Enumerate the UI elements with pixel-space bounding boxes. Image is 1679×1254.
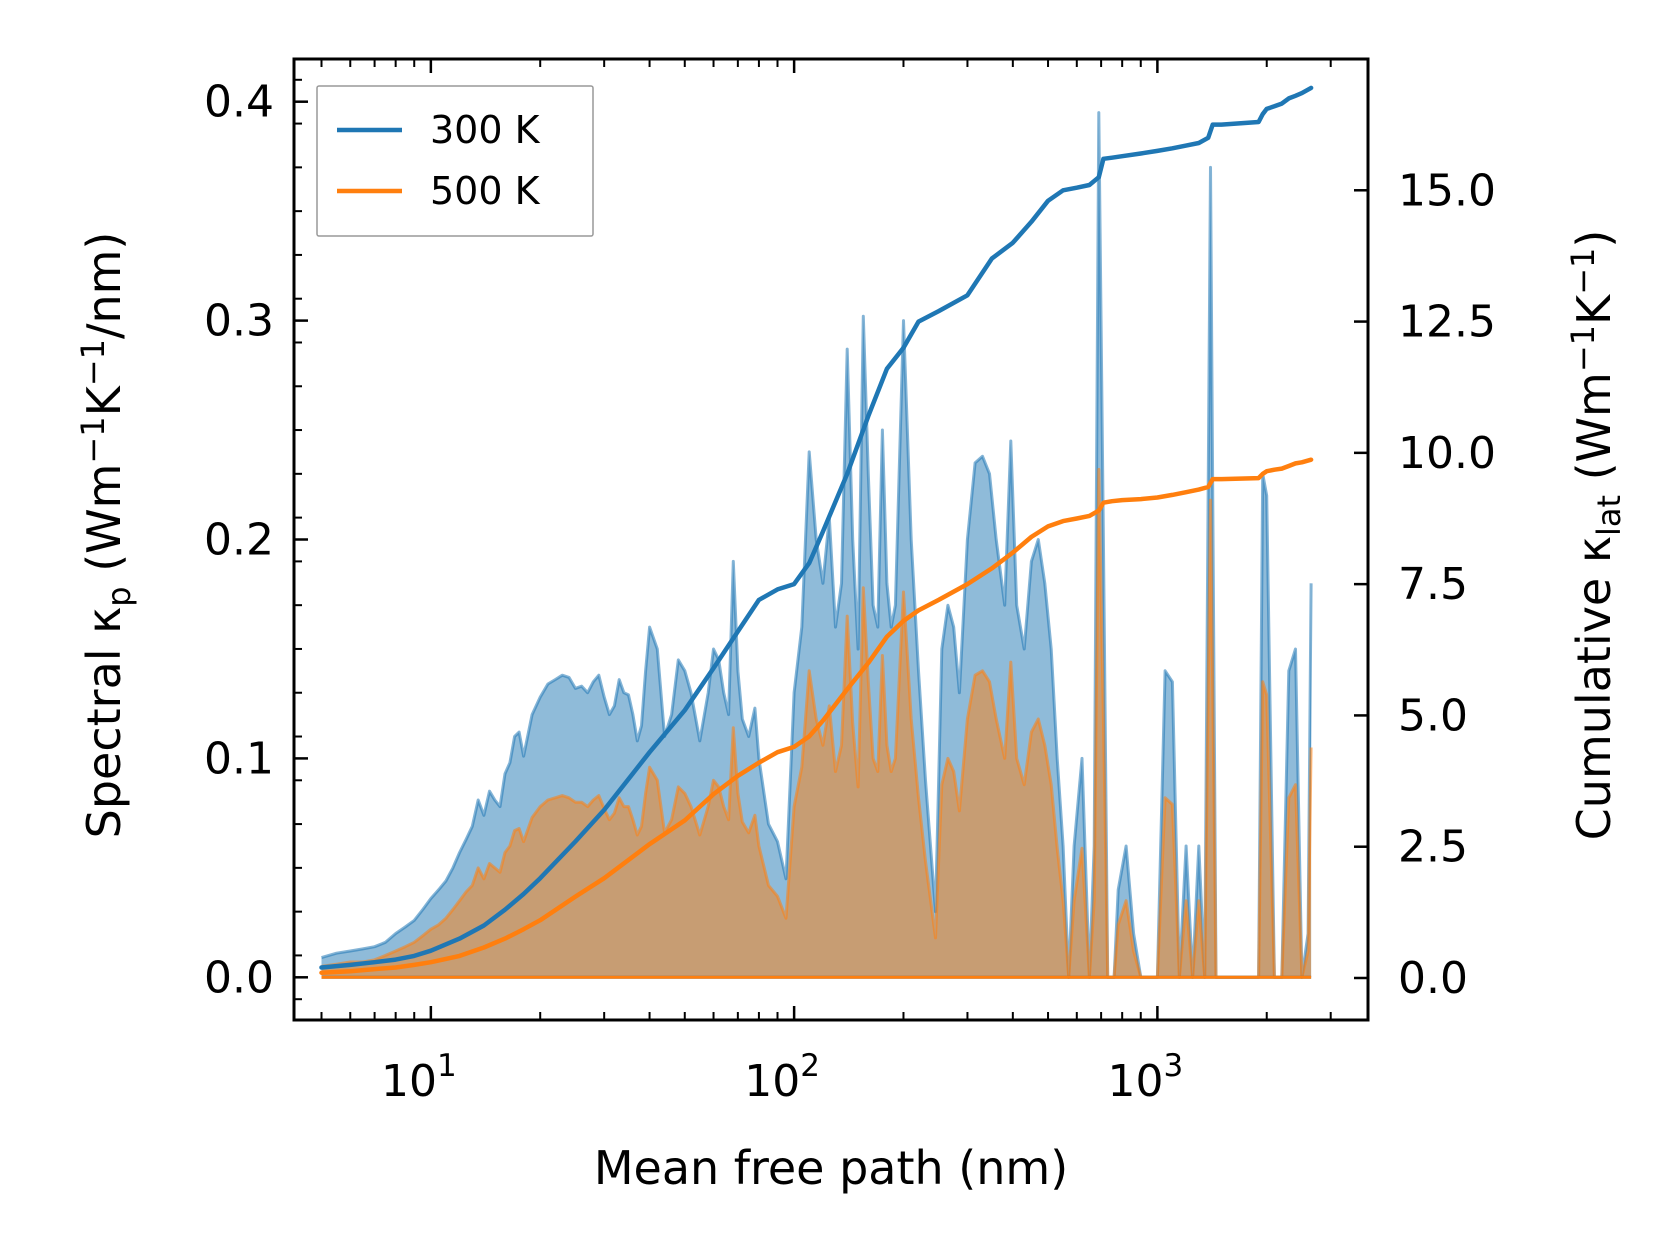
- cumulative-line-300k: [319, 85, 1314, 970]
- legend-label-500k: 500 K: [430, 169, 541, 213]
- y2-tick-label: 10.0: [1398, 428, 1496, 479]
- y2-axis-label: Cumulative κlat (Wm−1K−1): [1564, 230, 1628, 841]
- y-tick-label: 0.0: [204, 952, 274, 1003]
- x-tick-label: 103: [1108, 1048, 1184, 1107]
- tick-labels: 101 102 103 0.0 0.1 0.2 0.3 0.4 0.0 2.5 5.0 7.5 10.0…: [204, 77, 1496, 1107]
- y2-tick-label: 12.5: [1398, 297, 1496, 348]
- y2-tick-label: 0.0: [1398, 953, 1468, 1004]
- y-axis-label: Spectral κp (Wm−1K−1/nm): [74, 232, 138, 839]
- y-tick-label: 0.4: [204, 77, 274, 128]
- y-tick-label: 0.2: [204, 515, 274, 566]
- y-tick-label: 0.1: [204, 733, 274, 784]
- y2-tick-label: 5.0: [1398, 690, 1468, 741]
- axis-ticks: [294, 59, 1368, 1020]
- legend: 300 K 500 K: [316, 85, 594, 237]
- spectral-line-300k: [321, 111, 1313, 979]
- x-axis-label: Mean free path (nm): [594, 1141, 1068, 1195]
- legend-label-300k: 300 K: [430, 108, 541, 152]
- spectral-line-500k: [321, 467, 1313, 979]
- y-tick-label: 0.3: [204, 296, 274, 347]
- legend-box: [316, 85, 594, 237]
- data-lines: [319, 85, 1314, 979]
- cumulative-line-500k: [319, 457, 1314, 975]
- y2-tick-label: 7.5: [1398, 559, 1468, 610]
- x-tick-label: 102: [744, 1048, 820, 1107]
- y2-tick-label: 15.0: [1398, 165, 1496, 216]
- y2-tick-label: 2.5: [1398, 822, 1468, 873]
- x-tick-label: 101: [381, 1048, 457, 1107]
